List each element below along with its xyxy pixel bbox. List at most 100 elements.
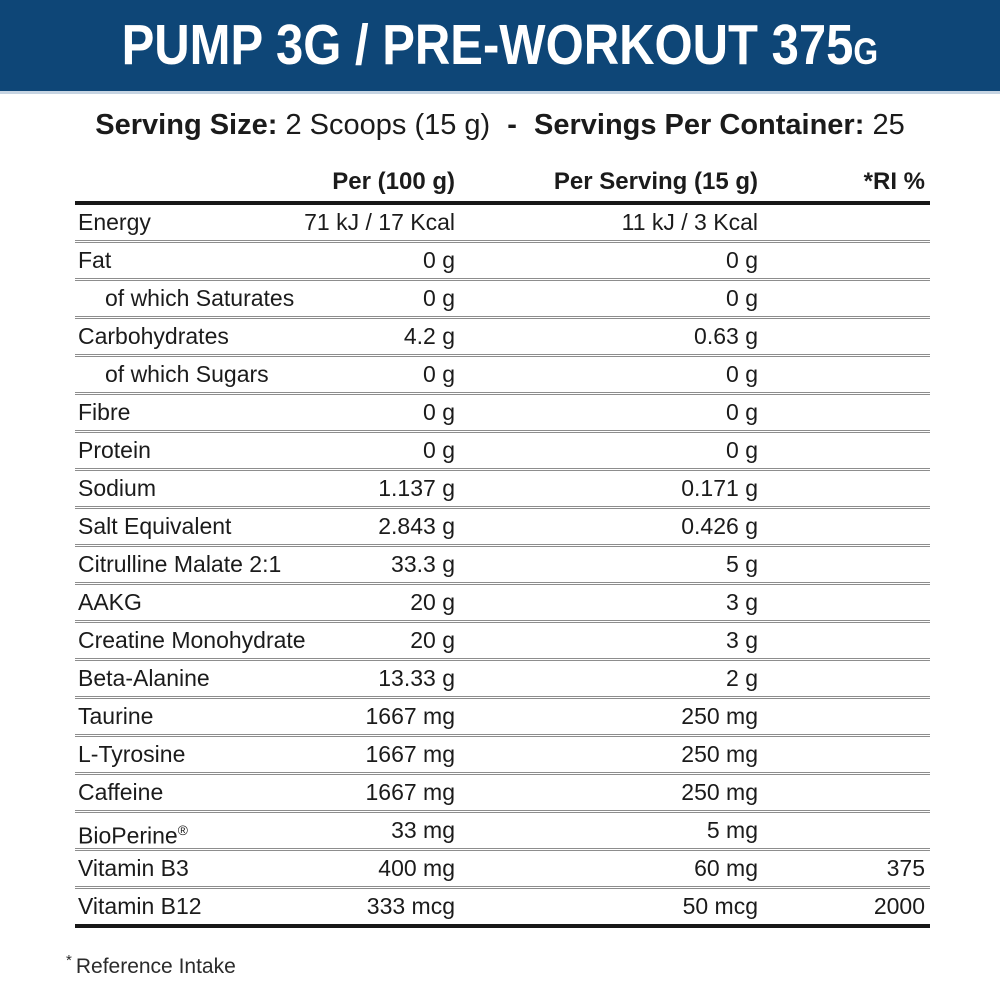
value-per-100g: 333 mcg: [366, 893, 455, 919]
serving-size-value: 2 Scoops (15 g): [285, 109, 491, 141]
servings-per-container-label: Servings Per Container:: [534, 109, 865, 141]
table-row: Fat 0 g 0 g: [75, 243, 930, 278]
registered-trademark-symbol: ®: [177, 823, 188, 838]
nutrient-name: Beta-Alanine: [78, 665, 210, 691]
column-header-ri-percent: *RI %: [863, 168, 925, 195]
value-per-serving: 5 mg: [706, 817, 758, 843]
value-per-serving: 2 g: [726, 665, 758, 691]
title-bar: PUMP 3G / PRE-WORKOUT 375G: [0, 0, 1000, 94]
nutrient-name: BioPerine®: [78, 822, 188, 849]
row-separator: [75, 240, 930, 243]
value-per-serving: 3 g: [726, 627, 758, 653]
nutrient-name: of which Saturates: [105, 285, 295, 311]
row-separator: [75, 316, 930, 319]
row-separator: [75, 620, 930, 623]
serving-separator: -: [507, 109, 517, 141]
value-ri-percent: 375: [886, 855, 925, 881]
nutrient-name: Fat: [78, 247, 112, 273]
product-title-main: PUMP 3G / PRE-WORKOUT 375: [121, 13, 854, 77]
table-bottom-rule: [75, 924, 930, 928]
row-separator: [75, 772, 930, 775]
table-row: Energy 71 kJ / 17 Kcal 11 kJ / 3 Kcal: [75, 205, 930, 240]
value-per-serving: 250 mg: [681, 779, 758, 805]
value-per-serving: 0.426 g: [681, 513, 758, 539]
table-row: Beta-Alanine 13.33 g 2 g: [75, 661, 930, 696]
nutrient-name: Vitamin B12: [78, 893, 202, 919]
row-separator: [75, 848, 930, 851]
value-per-serving: 250 mg: [681, 703, 758, 729]
table-body: Energy 71 kJ / 17 Kcal 11 kJ / 3 Kcal Fat 0 …: [75, 205, 930, 924]
nutrient-name: of which Sugars: [105, 361, 269, 387]
row-separator: [75, 430, 930, 433]
serving-info-line: Serving Size: 2 Scoops (15 g) - Servings…: [0, 109, 1000, 142]
nutrient-name: Caffeine: [78, 779, 164, 805]
table-top-rule: [75, 201, 930, 205]
value-per-100g: 400 mg: [378, 855, 455, 881]
nutrient-name: Citrulline Malate 2:1: [78, 551, 282, 577]
value-per-100g: 4.2 g: [403, 323, 455, 349]
value-per-serving: 60 mg: [694, 855, 758, 881]
table-row: Taurine 1667 mg 250 mg: [75, 699, 930, 734]
value-per-serving: 3 g: [726, 589, 758, 615]
table-row: Fibre 0 g 0 g: [75, 395, 930, 430]
table-row: BioPerine® 33 mg 5 mg: [75, 813, 930, 849]
value-per-100g: 1667 mg: [365, 779, 455, 805]
value-per-100g: 71 kJ / 17 Kcal: [304, 209, 455, 235]
table-row: Citrulline Malate 2:1 33.3 g 5 g: [75, 547, 930, 582]
value-per-serving: 50 mcg: [682, 893, 758, 919]
value-per-100g: 20 g: [410, 627, 455, 653]
value-per-serving: 0.63 g: [694, 323, 758, 349]
serving-size-label: Serving Size:: [95, 109, 278, 141]
row-separator: [75, 506, 930, 509]
nutrient-name: Fibre: [78, 399, 131, 425]
nutrition-table: Per (100 g) Per Serving (15 g) *RI % Ene…: [75, 163, 930, 928]
value-per-100g: 1.137 g: [378, 475, 455, 501]
value-per-100g: 0 g: [423, 437, 455, 463]
value-per-serving: 250 mg: [681, 741, 758, 767]
row-separator: [75, 392, 930, 395]
nutrient-name: AAKG: [78, 589, 142, 615]
table-row: L-Tyrosine 1667 mg 250 mg: [75, 737, 930, 772]
value-per-100g: 1667 mg: [365, 703, 455, 729]
nutrient-name: Energy: [78, 209, 151, 235]
table-row: Vitamin B3 400 mg 60 mg 375: [75, 851, 930, 886]
reference-intake-note: * Reference Intake: [66, 952, 1000, 979]
value-per-serving: 0.171 g: [681, 475, 758, 501]
value-per-100g: 0 g: [423, 247, 455, 273]
value-per-100g: 2.843 g: [378, 513, 455, 539]
table-row: Salt Equivalent 2.843 g 0.426 g: [75, 509, 930, 544]
nutrient-name: Salt Equivalent: [78, 513, 232, 539]
nutrient-name: Creatine Monohydrate: [78, 627, 306, 653]
nutrient-name: Vitamin B3: [78, 855, 189, 881]
value-per-serving: 0 g: [726, 399, 758, 425]
value-per-100g: 33 mg: [391, 817, 455, 843]
table-row: Protein 0 g 0 g: [75, 433, 930, 468]
row-separator: [75, 468, 930, 471]
row-separator: [75, 696, 930, 699]
table-row: Creatine Monohydrate 20 g 3 g: [75, 623, 930, 658]
table-row: Caffeine 1667 mg 250 mg: [75, 775, 930, 810]
table-row: Vitamin B12 333 mcg 50 mcg 2000: [75, 889, 930, 924]
value-per-100g: 20 g: [410, 589, 455, 615]
table-row: of which Sugars 0 g 0 g: [75, 357, 930, 392]
value-per-serving: 0 g: [726, 437, 758, 463]
row-separator: [75, 734, 930, 737]
row-separator: [75, 810, 930, 813]
column-header-per-100g: Per (100 g): [332, 168, 455, 195]
nutrient-name: Taurine: [78, 703, 154, 729]
table-row: AAKG 20 g 3 g: [75, 585, 930, 620]
table-header-row: Per (100 g) Per Serving (15 g) *RI %: [75, 163, 930, 201]
row-separator: [75, 658, 930, 661]
product-title: PUMP 3G / PRE-WORKOUT 375G: [122, 17, 879, 74]
value-per-100g: 0 g: [423, 399, 455, 425]
column-header-per-serving: Per Serving (15 g): [553, 168, 758, 195]
footnote-marker: *: [66, 952, 72, 969]
value-per-serving: 0 g: [726, 285, 758, 311]
value-per-100g: 33.3 g: [391, 551, 455, 577]
value-per-serving: 0 g: [726, 247, 758, 273]
nutrient-name: Carbohydrates: [78, 323, 229, 349]
row-separator: [75, 544, 930, 547]
product-title-unit: G: [853, 31, 879, 72]
value-per-100g: 13.33 g: [378, 665, 455, 691]
